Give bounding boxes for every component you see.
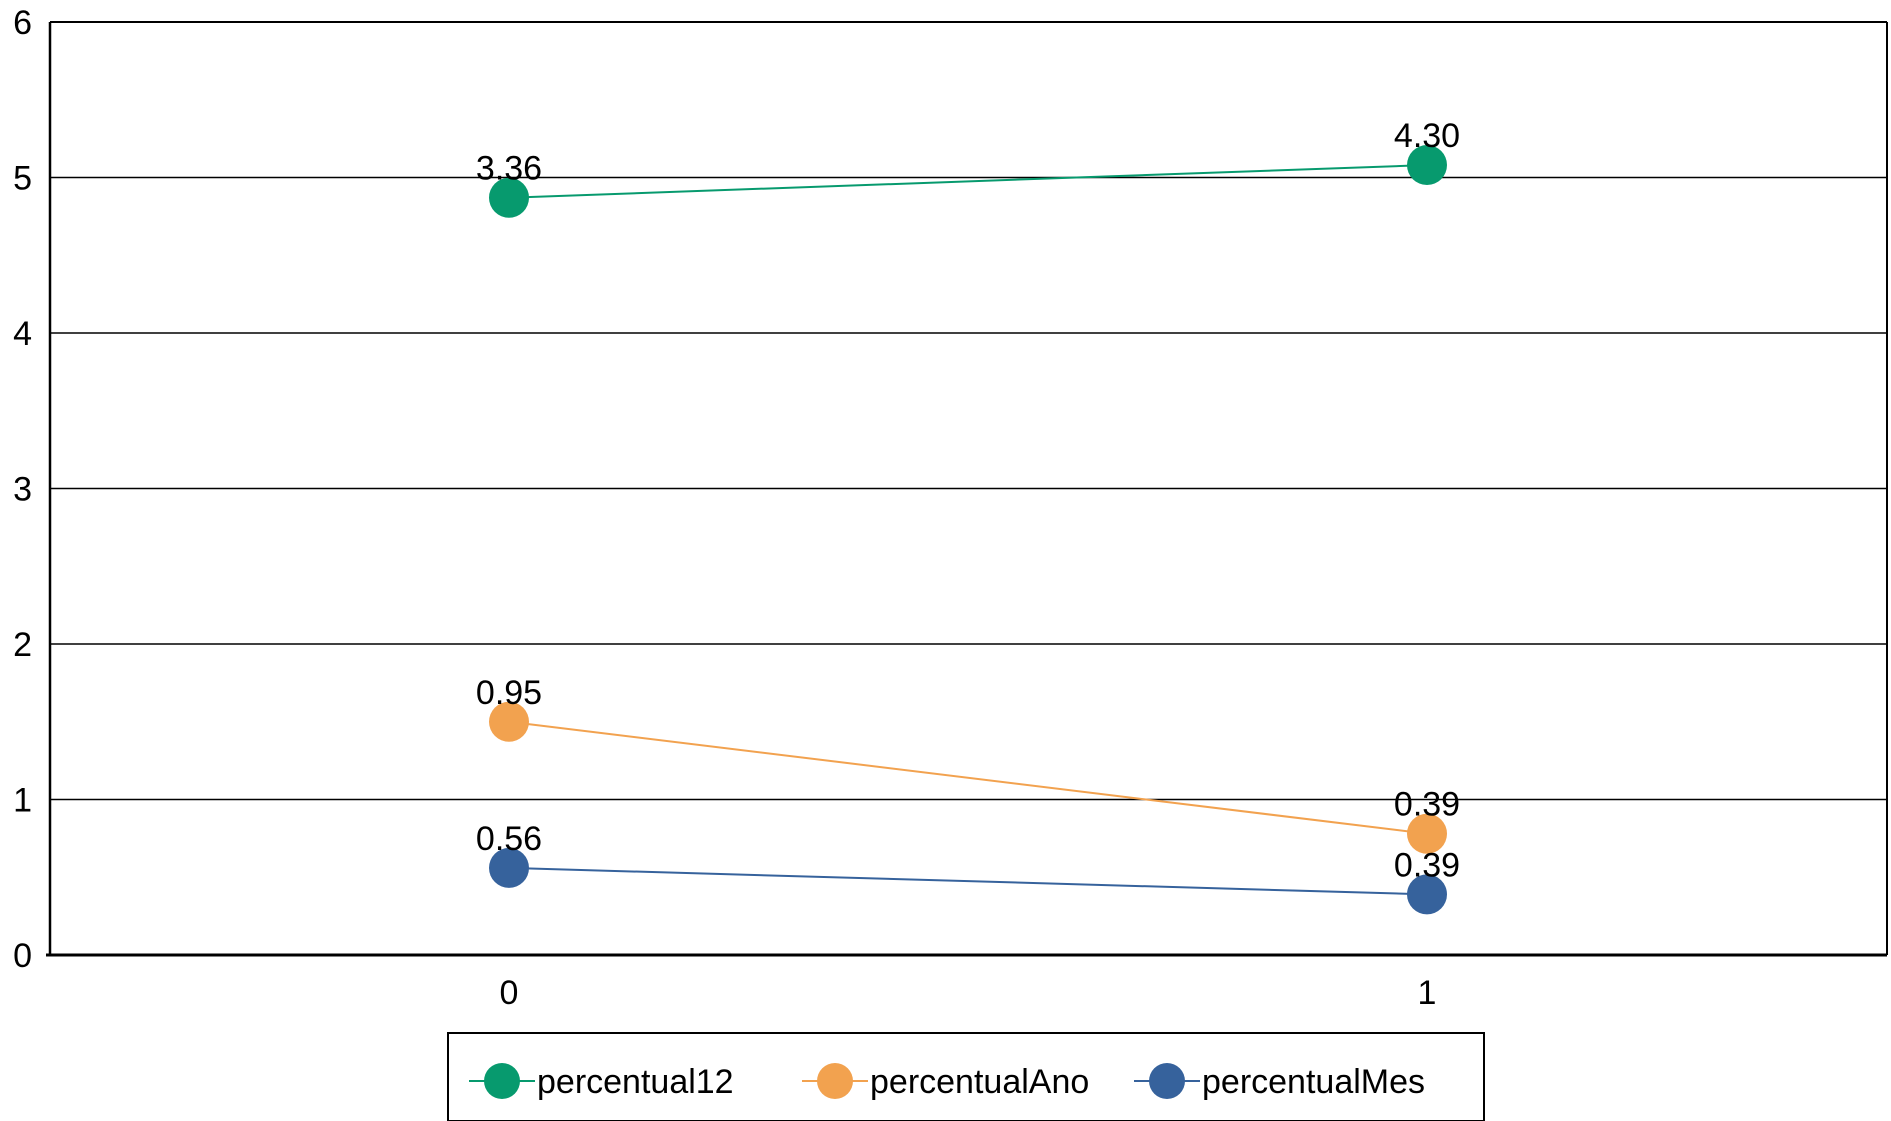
y-tick-label: 2 [13, 626, 32, 664]
data-label-percentual12: 4.30 [1394, 117, 1460, 155]
gridlines [50, 21, 1887, 801]
x-tick-label: 0 [500, 974, 519, 1012]
data-point-percentualAno [489, 701, 529, 742]
y-tick-label: 5 [13, 160, 32, 198]
data-label-percentualMes: 0.56 [476, 820, 542, 858]
data-label-percentualMes: 0.39 [1394, 846, 1460, 884]
legend-label-percentualMes: percentualMes [1202, 1063, 1425, 1101]
axes [46, 21, 1888, 957]
data-label-percentualAno: 0.39 [1394, 786, 1460, 824]
legend: percentual12 percentualAno percentualMes [447, 1032, 1485, 1121]
data-label-percentual12: 3.36 [476, 150, 542, 188]
y-axis-ticks: 0 1 2 3 4 5 6 [13, 4, 32, 975]
data-point-percentualMes [1407, 874, 1447, 915]
data-labels: 3.36 4.30 0.95 0.39 0.56 0.39 [476, 117, 1460, 884]
series-lines [508, 164, 1428, 896]
y-tick-label: 6 [13, 4, 32, 42]
data-point-percentualMes [489, 847, 529, 888]
legend-label-percentual12: percentual12 [537, 1063, 734, 1101]
y-tick-label: 1 [13, 782, 32, 820]
legend-marker-percentualMes [1149, 1063, 1185, 1099]
x-tick-label: 1 [1418, 974, 1437, 1012]
legend-box [447, 1032, 1485, 1121]
y-tick-label: 3 [13, 471, 32, 509]
data-label-percentualAno: 0.95 [476, 674, 542, 712]
data-point-percentual12 [489, 177, 529, 218]
legend-marker-percentualAno [817, 1063, 853, 1099]
legend-marker-percentual12 [484, 1063, 520, 1099]
legend-label-percentualAno: percentualAno [870, 1063, 1089, 1101]
data-point-percentual12 [1407, 145, 1447, 186]
y-tick-label: 4 [13, 315, 32, 353]
series-line-percentualMes [508, 866, 1428, 896]
series-line-percentual12 [508, 164, 1428, 199]
y-tick-label: 0 [13, 937, 32, 975]
series-line-percentualAno [508, 720, 1428, 835]
data-point-percentualAno [1407, 813, 1447, 854]
series-points [489, 145, 1447, 915]
